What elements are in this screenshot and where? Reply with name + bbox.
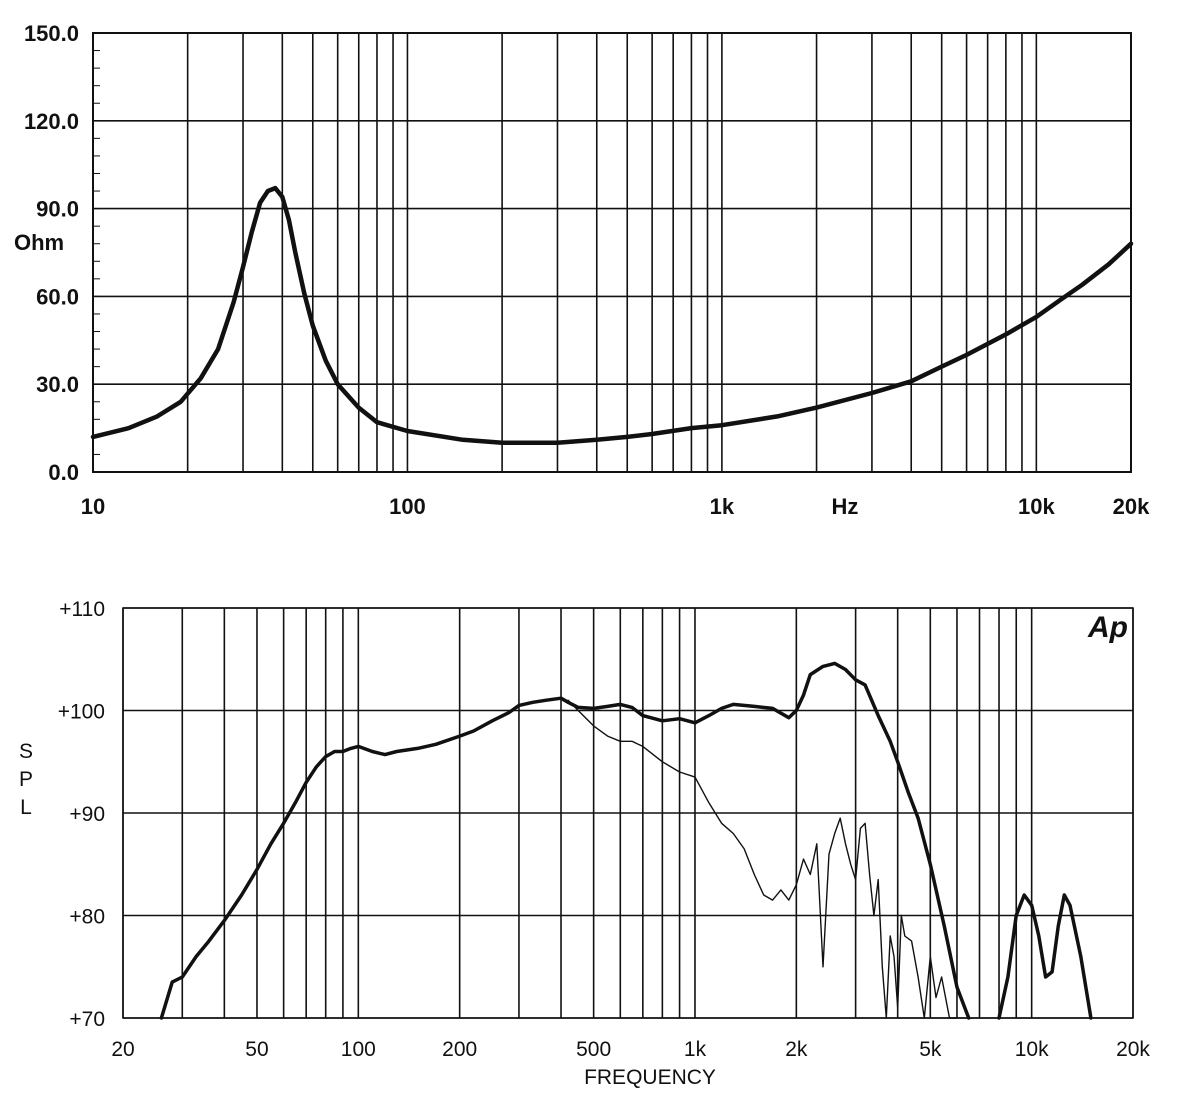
impedance-x-axis-label: Hz <box>832 494 859 519</box>
spl-x-ticks: 20 50 100 200 500 1k 2k 5k 10k 20k <box>111 1038 1150 1061</box>
y-tick-label: +110 <box>59 598 105 621</box>
x-tick-label: 10 <box>81 494 105 519</box>
x-tick-label: 1k <box>710 494 735 519</box>
spl-y-axis-label: SPL <box>19 740 33 819</box>
x-tick-label: 2k <box>785 1038 808 1061</box>
spl-y-ticks: +70 +80 +90 +100 +110 <box>58 598 105 1031</box>
y-tick-label: 90.0 <box>36 197 79 222</box>
y-tick-label: +70 <box>69 1008 105 1031</box>
x-tick-label: 10k <box>1015 1038 1049 1061</box>
x-tick-label: 500 <box>576 1038 611 1061</box>
y-tick-label: 150.0 <box>24 21 79 46</box>
spl-y-axis-letter: S <box>19 740 33 763</box>
spl-series <box>159 661 1093 1020</box>
y-tick-label: 60.0 <box>36 284 79 309</box>
series-line-2 <box>997 893 1093 1020</box>
y-tick-label: 0.0 <box>48 460 79 485</box>
ap-logo: Ap <box>1087 611 1128 644</box>
x-tick-label: 10k <box>1018 494 1055 519</box>
y-tick-label: 120.0 <box>24 109 79 134</box>
impedance-y-ticks: 0.0 30.0 60.0 90.0 120.0 150.0 <box>24 21 79 485</box>
impedance-plot-frame <box>92 32 1132 473</box>
x-tick-label: 20k <box>1113 494 1150 519</box>
x-tick-label: 100 <box>341 1038 376 1061</box>
series-line-1 <box>90 185 1134 445</box>
x-tick-label: 5k <box>919 1038 942 1061</box>
x-tick-label: 1k <box>684 1038 707 1061</box>
x-tick-label: 100 <box>389 494 426 519</box>
x-tick-label: 20 <box>111 1038 134 1061</box>
x-tick-label: 200 <box>442 1038 477 1061</box>
spl-y-axis-letter: P <box>19 768 33 791</box>
series-line-3 <box>567 699 958 1019</box>
impedance-x-ticks: 10 100 1k 10k 20k <box>81 494 1150 519</box>
impedance-y-axis-label: Ohm <box>14 230 64 255</box>
y-tick-label: 30.0 <box>36 372 79 397</box>
y-tick-label: +80 <box>69 906 105 929</box>
series-line-1 <box>159 661 971 1020</box>
x-tick-label: 50 <box>245 1038 268 1061</box>
x-tick-label: 20k <box>1116 1038 1150 1061</box>
impedance-series <box>90 185 1134 445</box>
y-tick-label: +90 <box>69 803 105 826</box>
y-tick-label: +100 <box>58 701 105 724</box>
spl-chart: +70 +80 +90 +100 +110 20 50 100 200 500 1k 2k 5k 10k… <box>19 598 1150 1089</box>
spl-y-axis-letter: L <box>20 796 32 819</box>
spl-x-axis-label: FREQUENCY <box>584 1066 716 1089</box>
spl-grid <box>122 607 1134 1019</box>
spl-plot-frame <box>122 607 1134 1019</box>
impedance-grid <box>92 32 1132 473</box>
